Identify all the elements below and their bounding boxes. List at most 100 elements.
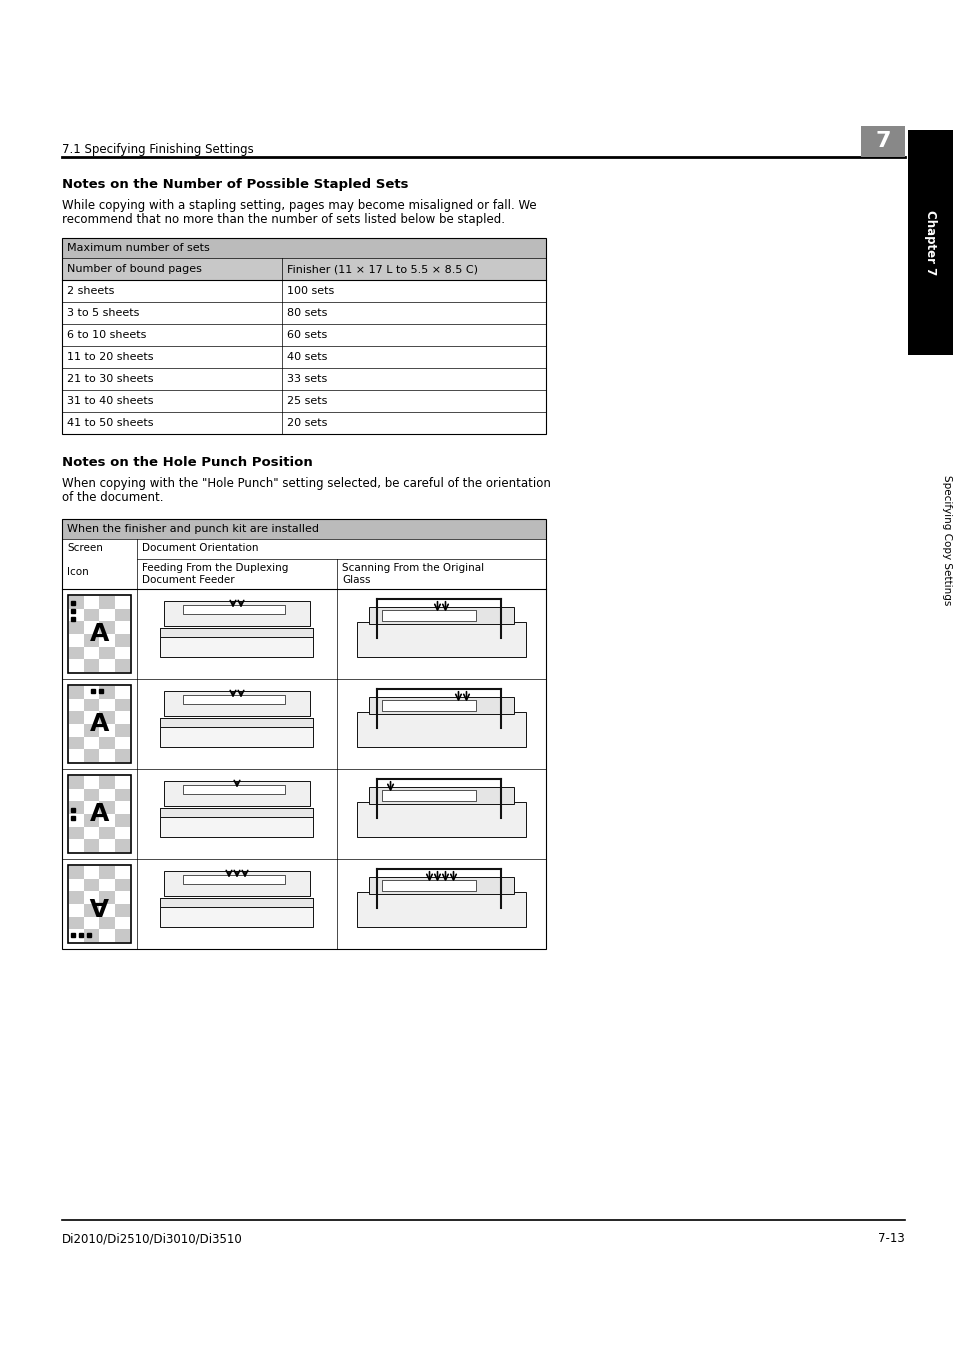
Bar [381,609,476,621]
Bar [160,717,314,727]
Text: Finisher (11 × 17 L to 5.5 × 8.5 C): Finisher (11 × 17 L to 5.5 × 8.5 C) [287,263,477,274]
Text: 100 sets: 100 sets [287,286,334,296]
Bar [164,781,310,807]
Bar [99,736,114,750]
Text: A: A [90,802,109,825]
Bar [99,686,114,698]
Bar [62,519,545,539]
Bar [164,871,310,896]
Bar [69,686,84,698]
Bar [84,609,99,621]
Text: Icon: Icon [67,567,89,577]
Bar [62,769,545,859]
Bar [114,698,130,712]
Bar [62,303,545,324]
Text: 11 to 20 sheets: 11 to 20 sheets [67,353,153,362]
Bar [69,801,84,815]
Bar [160,808,314,838]
Text: Document Orientation: Document Orientation [142,543,258,553]
Bar [381,790,476,801]
Text: 6 to 10 sheets: 6 to 10 sheets [67,330,146,340]
Bar [69,775,84,789]
Bar [356,712,526,747]
Bar [114,839,130,852]
Text: 40 sets: 40 sets [287,353,327,362]
Text: A: A [90,892,109,916]
Bar [84,659,99,671]
Text: Number of bound pages: Number of bound pages [67,263,202,274]
Text: Specifying Copy Settings: Specifying Copy Settings [941,474,951,605]
Bar [381,700,476,711]
Bar [99,712,114,724]
Text: 7-13: 7-13 [878,1232,904,1246]
Bar [356,892,526,927]
Bar [84,750,99,762]
Bar [62,559,545,589]
Bar [99,621,114,634]
Bar [99,892,114,904]
Bar [84,878,99,892]
Bar [356,623,526,658]
Bar [68,865,131,943]
Bar [62,412,545,434]
Bar [381,880,476,890]
Bar [62,390,545,412]
Bar [99,827,114,839]
Bar [160,808,314,816]
Bar [62,589,545,680]
Bar [114,929,130,942]
Bar [114,724,130,736]
Bar [114,789,130,801]
Bar [114,659,130,671]
Bar [164,692,310,716]
Bar [369,607,513,624]
Bar [114,878,130,892]
Bar [84,929,99,942]
Text: Document Feeder: Document Feeder [142,576,234,585]
Bar [114,815,130,827]
Bar [99,866,114,878]
Bar [369,786,513,804]
Bar [164,601,310,627]
Text: Notes on the Number of Possible Stapled Sets: Notes on the Number of Possible Stapled … [62,178,408,190]
Text: Chapter 7: Chapter 7 [923,209,937,276]
Text: of the document.: of the document. [62,490,163,504]
Bar [84,815,99,827]
Bar [99,647,114,659]
Bar [99,596,114,609]
Bar [99,917,114,929]
Bar [62,324,545,346]
Bar [68,775,131,852]
Text: 80 sets: 80 sets [287,308,327,317]
Bar [160,628,314,658]
Bar [84,839,99,852]
Bar [114,750,130,762]
Bar [69,736,84,750]
Text: Glass: Glass [341,576,370,585]
Bar [114,904,130,917]
Bar [183,694,285,704]
Bar [62,859,545,948]
Bar [62,280,545,303]
Bar [183,875,285,884]
Bar [160,717,314,747]
Bar [356,802,526,838]
Text: 21 to 30 sheets: 21 to 30 sheets [67,374,153,384]
Bar [69,596,84,609]
Bar [68,594,131,673]
Text: Di2010/Di2510/Di3010/Di3510: Di2010/Di2510/Di3010/Di3510 [62,1232,242,1246]
Text: Scanning From the Original: Scanning From the Original [341,563,483,573]
Bar [62,258,545,280]
Bar [183,605,285,613]
Text: 20 sets: 20 sets [287,417,327,428]
Text: Notes on the Hole Punch Position: Notes on the Hole Punch Position [62,457,313,469]
Bar [69,712,84,724]
Text: 7.1 Specifying Finishing Settings: 7.1 Specifying Finishing Settings [62,142,253,155]
Bar [84,904,99,917]
Bar [84,634,99,647]
Text: 31 to 40 sheets: 31 to 40 sheets [67,396,153,407]
Bar [62,680,545,769]
Text: 3 to 5 sheets: 3 to 5 sheets [67,308,139,317]
Bar [183,785,285,794]
Bar [160,898,314,927]
